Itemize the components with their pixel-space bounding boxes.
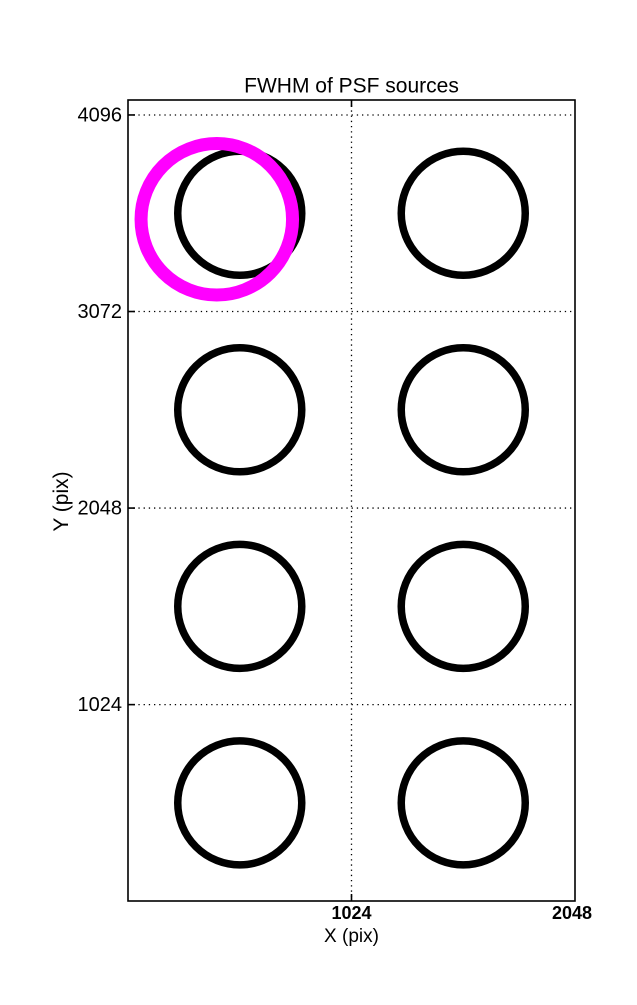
svg-text:2048: 2048 bbox=[552, 903, 592, 923]
svg-text:Y (pix): Y (pix) bbox=[50, 471, 73, 531]
svg-text:X (pix): X (pix) bbox=[324, 926, 379, 947]
svg-text:FWHM of PSF sources: FWHM of PSF sources bbox=[244, 75, 459, 98]
svg-text:4096: 4096 bbox=[78, 105, 123, 127]
svg-text:1024: 1024 bbox=[78, 694, 123, 716]
svg-text:3072: 3072 bbox=[78, 301, 123, 323]
svg-text:2048: 2048 bbox=[78, 498, 123, 520]
svg-text:1024: 1024 bbox=[331, 903, 371, 923]
